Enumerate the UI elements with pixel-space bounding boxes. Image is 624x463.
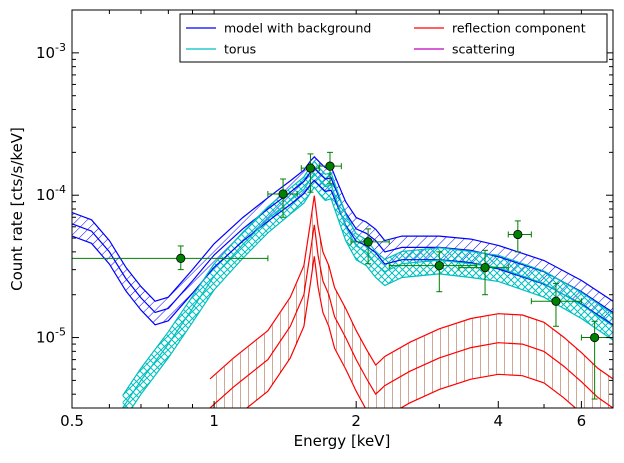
data-point-8	[507, 220, 532, 253]
legend-label: scattering	[452, 42, 515, 57]
model-upper-line	[72, 155, 613, 302]
legend: model with background reflection componen…	[179, 13, 608, 63]
data-point-10	[580, 320, 613, 400]
y-axis-label: Count rate [cts/s/keV]	[8, 127, 26, 291]
data-point-marker	[434, 261, 444, 271]
data-point-marker	[305, 163, 316, 173]
data-point-marker	[176, 253, 186, 263]
x-tick-label: 2	[351, 412, 361, 430]
data-point-marker	[480, 263, 490, 273]
torus-center-line	[122, 172, 613, 408]
reflection-lower-line	[245, 256, 577, 408]
torus-upper-line	[122, 160, 613, 397]
x-tick-label: 6	[577, 412, 587, 430]
data-point-6	[388, 251, 478, 293]
y-tick-label: 10-4	[36, 183, 66, 204]
data-point-4	[318, 151, 342, 185]
reflection-center-line	[209, 224, 613, 408]
data-point-marker	[325, 161, 335, 171]
x-tick-label: 4	[494, 412, 504, 430]
legend-box	[179, 13, 608, 63]
legend-label: reflection component	[452, 21, 586, 36]
data-point-5	[350, 228, 390, 265]
data-point-marker	[278, 189, 288, 199]
data-point-3	[300, 153, 320, 193]
torus-band	[122, 161, 613, 408]
data-point-marker	[551, 296, 561, 306]
y-tick-label: 10-3	[36, 41, 66, 62]
x-tick-label: 1	[209, 412, 219, 430]
data-point-7	[458, 249, 509, 296]
x-tick-label: 0.5	[60, 412, 84, 430]
data-point-2	[267, 178, 298, 218]
legend-label: torus	[224, 42, 256, 57]
legend-label: model with background	[224, 21, 371, 36]
x-axis-label: Energy [keV]	[294, 432, 391, 450]
data-point-9	[530, 282, 582, 327]
data-point-1	[72, 245, 269, 271]
reflection-upper-line	[209, 195, 613, 380]
data-point-marker	[590, 332, 600, 343]
y-tick-label: 10-5	[36, 326, 66, 347]
data-point-marker	[363, 237, 373, 247]
data-point-marker	[513, 229, 523, 240]
torus-lower-line	[131, 186, 613, 408]
